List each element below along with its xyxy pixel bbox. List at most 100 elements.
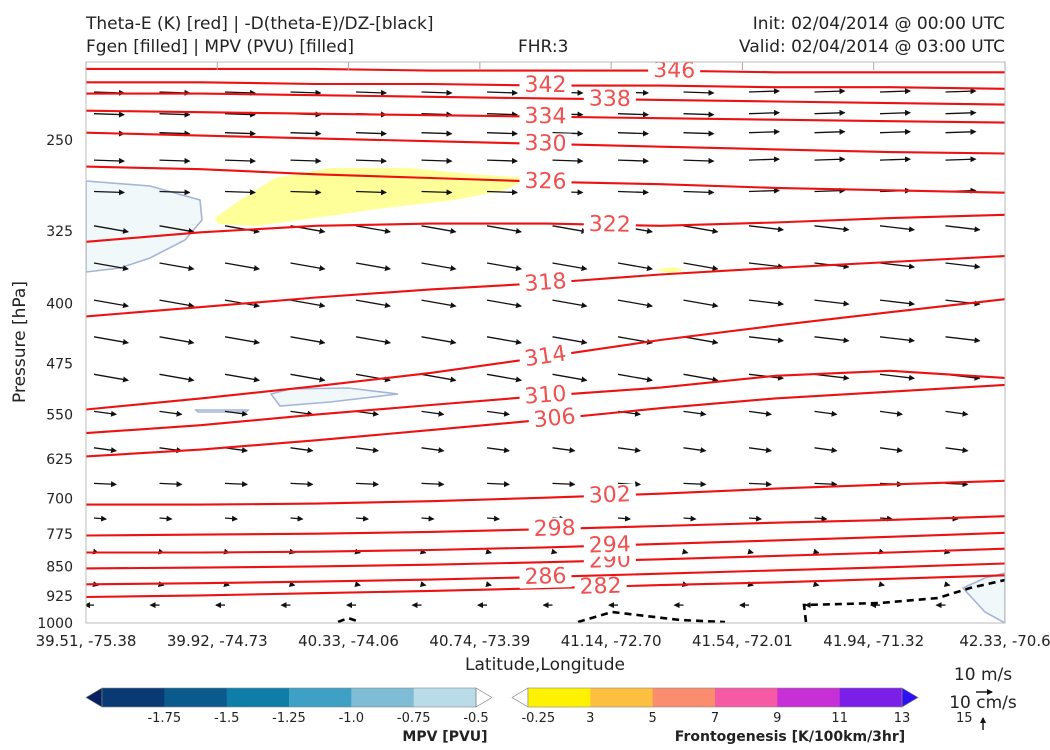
wind-vector — [159, 336, 195, 345]
wind-vector — [879, 128, 911, 135]
wind-vector — [945, 410, 969, 417]
wind-vector — [224, 481, 248, 488]
colorbar-0-label-2: -1.25 — [272, 711, 306, 726]
colorbar-0-max-extend — [475, 687, 493, 708]
wind-vector — [879, 109, 911, 116]
contour-label-gap-302 — [583, 483, 637, 508]
wind-vector — [355, 515, 369, 522]
colorbar-1-label-6: 15 — [956, 711, 973, 726]
wind-vector — [93, 515, 107, 522]
wind-vector — [486, 336, 522, 345]
mpv-fill-left — [86, 180, 203, 273]
colorbar-0-segment-4 — [351, 688, 415, 707]
contour-label-314: 314 — [523, 341, 568, 372]
wind-vector — [550, 548, 558, 555]
theta-e-contour-294 — [86, 531, 1005, 554]
wind-vector — [683, 189, 715, 196]
wind-vector — [485, 548, 492, 555]
wind-vector — [552, 336, 588, 345]
colorbar-1-segment-3 — [715, 688, 778, 707]
wind-vector — [683, 410, 707, 417]
contour-label-326: 326 — [524, 169, 567, 195]
contour-label-gap-338 — [583, 87, 636, 111]
wind-vector — [421, 515, 435, 522]
wind-vector — [421, 262, 457, 272]
wind-vector — [748, 481, 772, 488]
contour-label-338: 338 — [589, 87, 631, 113]
wind-vector — [290, 89, 322, 96]
wind-vector — [617, 130, 649, 137]
title-line-1: Theta-E (K) [red] | -D(theta-E)/DZ-[blac… — [86, 14, 434, 34]
wind-vector — [486, 447, 510, 454]
contour-label-298: 298 — [533, 516, 576, 542]
contour-label-gap-334 — [519, 105, 572, 129]
wind-vector — [814, 128, 846, 135]
wind-vector — [552, 447, 576, 454]
dashed-contour-1 — [337, 616, 361, 623]
wind-vector — [224, 262, 260, 272]
theta-e-contour-346 — [86, 67, 1005, 74]
contour-label-gap-342 — [519, 74, 572, 97]
dashed-contour-3 — [802, 578, 1005, 623]
colorbar-0-segment-2 — [226, 688, 290, 707]
wind-vector — [421, 481, 445, 488]
fgen-fill-upper — [215, 168, 530, 226]
wind-vector — [683, 515, 697, 522]
wind-vector — [159, 373, 195, 383]
wind-vector — [747, 581, 754, 587]
wind-vector — [159, 262, 195, 272]
wind-vector — [617, 515, 631, 522]
colorbar-1-segment-2 — [652, 688, 716, 707]
y-tick-label-10: 1000 — [37, 616, 73, 632]
wind-vector — [159, 189, 191, 196]
contour-label-gap-310 — [518, 382, 573, 409]
wind-vector — [421, 157, 453, 164]
wind-vector — [748, 336, 784, 344]
wind-vector — [748, 128, 780, 135]
wind-vector — [421, 225, 457, 234]
wind-vector — [486, 157, 518, 164]
wind-vector — [159, 299, 195, 309]
plot-frame — [85, 61, 1006, 624]
wind-vector — [421, 336, 457, 345]
wind-vector — [879, 336, 915, 344]
wind-vector — [812, 581, 820, 587]
x-axis-label: Latitude,Longitude — [465, 655, 625, 675]
wind-vector — [290, 481, 314, 488]
contour-label-gap-298 — [528, 517, 581, 541]
wind-vector — [552, 299, 588, 309]
wind-vector — [814, 187, 846, 194]
wind-vector — [683, 481, 707, 488]
wind-vector — [93, 481, 117, 488]
wind-vector — [814, 225, 850, 233]
wind-vector — [486, 111, 518, 118]
wind-vector — [224, 157, 256, 164]
wind-vector — [814, 88, 846, 95]
contour-label-306: 306 — [533, 404, 577, 433]
y-tick-label-0: 250 — [46, 133, 73, 149]
colorbar-0-label-3: -1.0 — [339, 711, 364, 726]
wind-vector — [748, 515, 762, 522]
colorbar-0-frame — [101, 687, 477, 708]
wind-vector — [681, 548, 689, 555]
contour-label-330: 330 — [524, 131, 567, 157]
wind-vector — [93, 336, 129, 345]
wind-vector — [748, 447, 772, 454]
wind-vector — [617, 447, 641, 454]
wind-vector — [93, 447, 117, 454]
colorbar-0-segment-0 — [102, 688, 165, 707]
wind-vector — [617, 111, 649, 118]
wind-vector — [159, 130, 191, 137]
wind-vector — [224, 130, 256, 137]
wind-vector — [617, 157, 649, 164]
colorbar-0-label-0: -1.75 — [147, 711, 181, 726]
colorbar-1-label-2: 7 — [711, 711, 719, 726]
wind-vector — [223, 581, 230, 587]
wind-vector — [945, 109, 977, 116]
wind-vector — [814, 109, 846, 116]
title-line-2: Fgen [filled] | MPV (PVU) [filled] — [86, 37, 355, 57]
wind-vector — [879, 262, 915, 270]
wind-vector — [290, 410, 314, 417]
wind-vector — [814, 299, 850, 307]
